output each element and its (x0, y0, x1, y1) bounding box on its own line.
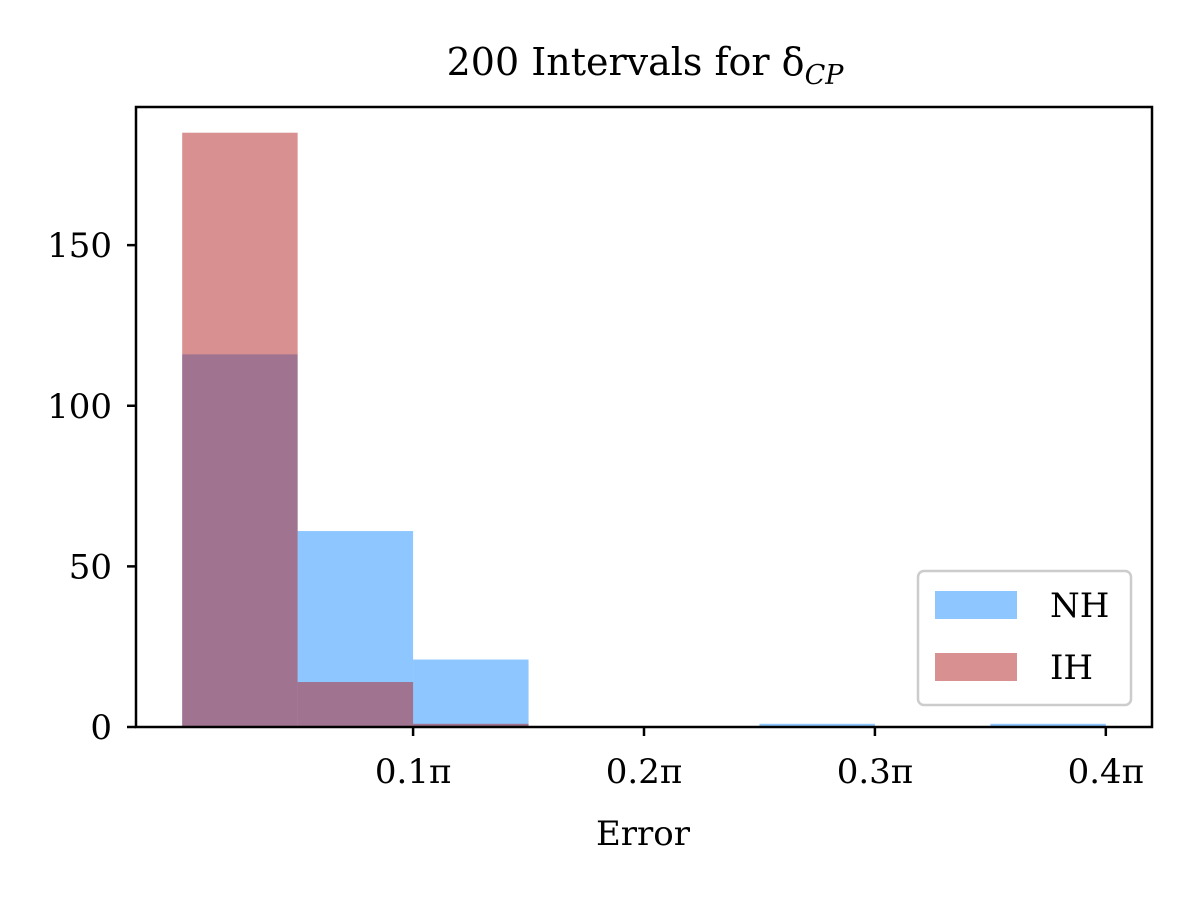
x-axis-label: Error (596, 814, 691, 854)
bar-ih-2 (413, 723, 529, 727)
bar-nh-5 (759, 723, 875, 727)
bar-nh-7 (990, 723, 1106, 727)
y-axis-ticks: 0 50 100 150 (47, 226, 136, 748)
y-tick-label-1: 50 (69, 547, 112, 587)
x-tick-label-1: 0.2π (606, 752, 682, 792)
bar-ih-0 (182, 132, 298, 728)
bars-layer (182, 132, 1106, 728)
legend-label-ih: IH (1050, 648, 1093, 688)
chart-title-subscript: CP (805, 60, 845, 91)
y-tick-label-0: 0 (90, 708, 112, 748)
bar-nh-2 (413, 659, 529, 727)
x-tick-label-0: 0.1π (375, 752, 451, 792)
chart-title: 200 Intervals for δCP (447, 40, 845, 91)
x-axis-ticks: 0.1π 0.2π 0.3π 0.4π (375, 727, 1144, 792)
legend-label-nh: NH (1050, 586, 1109, 626)
y-tick-label-3: 150 (47, 226, 112, 266)
legend-swatch-nh (935, 591, 1017, 619)
y-tick-label-2: 100 (47, 387, 112, 427)
x-tick-label-2: 0.3π (837, 752, 913, 792)
legend: NH IH (916, 569, 1133, 707)
chart-title-main: 200 Intervals for δ (447, 40, 805, 84)
plot-frame (134, 105, 1154, 729)
x-tick-label-3: 0.4π (1068, 752, 1144, 792)
bar-ih-1 (297, 682, 414, 727)
legend-swatch-ih (935, 653, 1017, 681)
